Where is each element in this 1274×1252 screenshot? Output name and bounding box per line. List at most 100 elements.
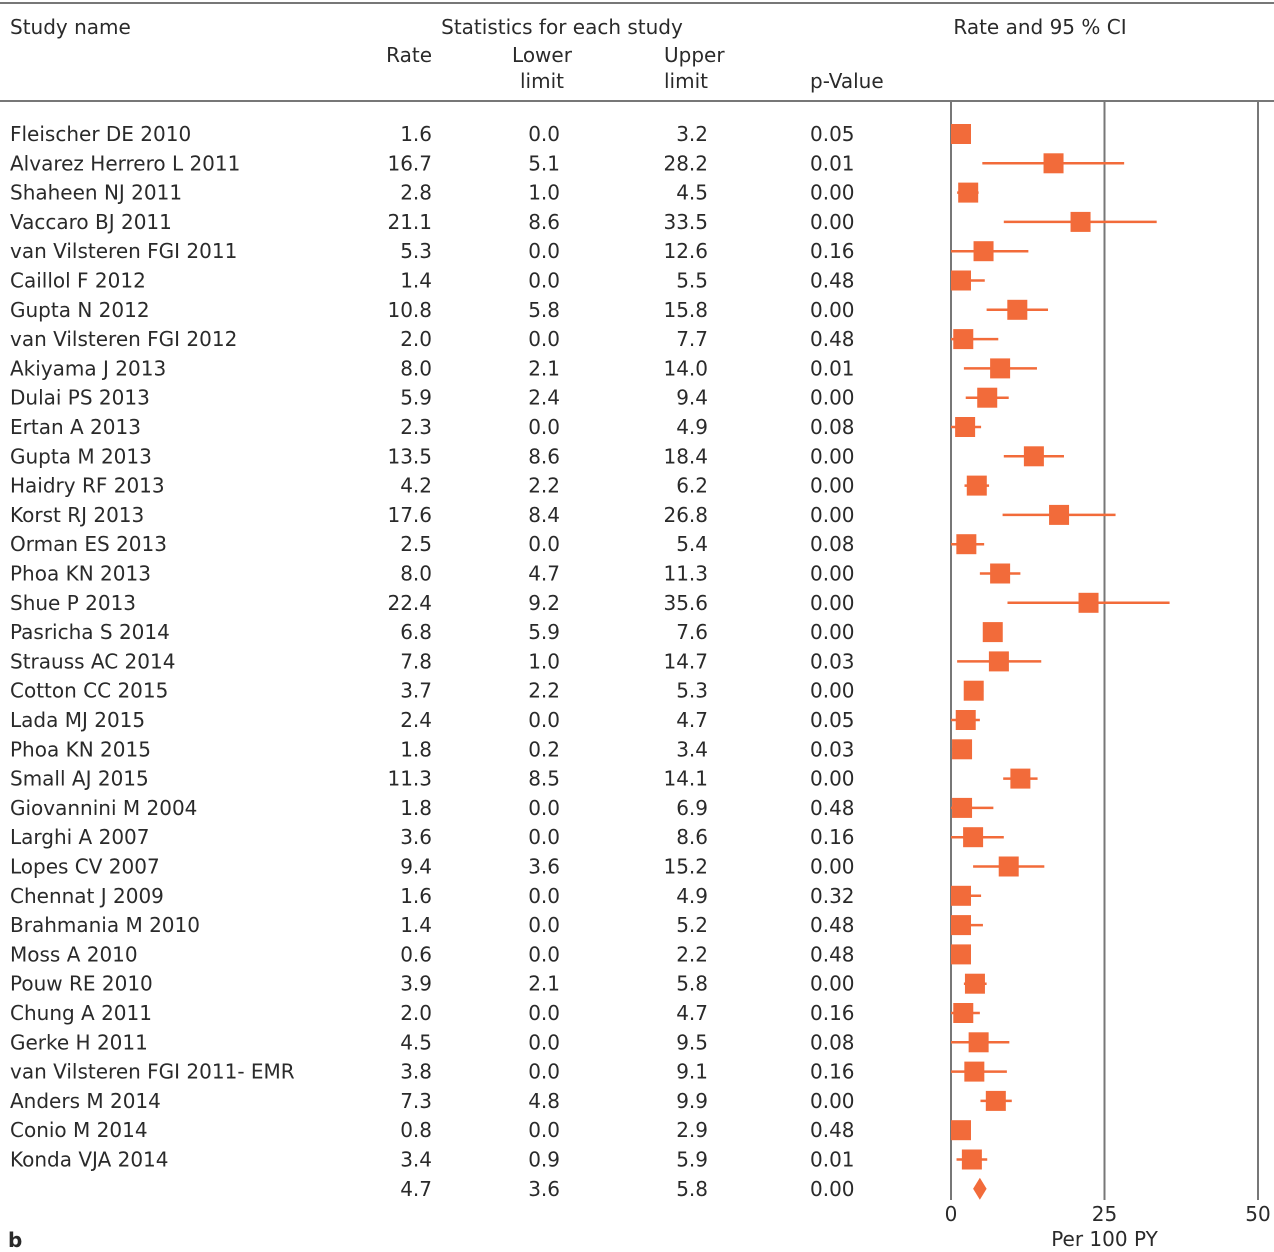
point-estimate-square [953,1003,974,1023]
upper-limit-value: 3.4 [676,737,708,761]
lower-limit-value: 0.0 [528,708,560,732]
p-value: 0.00 [810,298,855,322]
lower-limit-value: 8.6 [528,210,560,234]
study-name: Small AJ 2015 [10,767,149,791]
point-estimate-square [964,1061,985,1082]
lower-limit-value: 4.7 [528,562,560,586]
lower-limit-value: 2.2 [528,679,560,703]
upper-limit-value: 15.2 [663,855,708,879]
upper-limit-value: 3.2 [676,122,708,146]
p-value: 0.03 [810,649,855,673]
lower-limit-value: 2.4 [528,386,560,410]
point-estimate-square [966,475,987,496]
pooled-p-value: 0.00 [810,1177,855,1201]
point-estimate-square [1070,211,1091,232]
p-value: 0.00 [810,474,855,498]
upper-limit-value: 5.8 [676,972,708,996]
study-name: Konda VJA 2014 [10,1148,169,1172]
rate-value: 2.4 [400,708,432,732]
point-estimate-square [982,622,1003,643]
p-value: 0.48 [810,269,855,293]
study-name: Moss A 2010 [10,942,138,966]
p-value: 0.03 [810,737,855,761]
point-estimate-square [1049,504,1070,525]
rate-value: 22.4 [387,591,432,615]
upper-limit-value: 11.3 [663,562,708,586]
header-upper-2: limit [664,69,708,93]
point-estimate-square [951,915,971,936]
p-value: 0.00 [810,210,855,234]
upper-limit-value: 4.7 [676,1001,708,1025]
upper-limit-value: 28.2 [663,151,708,175]
x-tick-label: 0 [945,1202,958,1226]
p-value: 0.48 [810,913,855,937]
pooled-lower-value: 3.6 [528,1177,560,1201]
rate-value: 2.5 [400,532,432,556]
p-value: 0.16 [810,1001,855,1025]
p-value: 0.00 [810,181,855,205]
point-estimate-square [951,270,971,291]
p-value: 0.00 [810,444,855,468]
upper-limit-value: 4.7 [676,708,708,732]
point-estimate-square [951,885,971,906]
upper-limit-value: 5.9 [676,1148,708,1172]
p-value: 0.00 [810,620,855,644]
study-name: van Vilsteren FGI 2011 [10,239,237,263]
p-value: 0.05 [810,122,855,146]
point-estimate-square [951,944,971,965]
lower-limit-value: 9.2 [528,591,560,615]
upper-limit-value: 9.4 [676,386,708,410]
rate-value: 2.0 [400,327,432,351]
lower-limit-value: 0.0 [528,239,560,263]
point-estimate-square [973,241,994,262]
rate-value: 4.5 [400,1030,432,1054]
lower-limit-value: 1.0 [528,181,560,205]
rate-value: 3.7 [400,679,432,703]
p-value: 0.00 [810,767,855,791]
study-name: Orman ES 2013 [10,532,167,556]
rate-value: 9.4 [400,855,432,879]
p-value: 0.00 [810,562,855,586]
point-estimate-square [990,358,1011,379]
point-estimate-square [1078,592,1099,613]
upper-limit-value: 2.9 [676,1118,708,1142]
study-name: Dulai PS 2013 [10,386,150,410]
study-name: Chung A 2011 [10,1001,152,1025]
p-value: 0.05 [810,708,855,732]
rate-value: 10.8 [387,298,432,322]
lower-limit-value: 0.9 [528,1148,560,1172]
lower-limit-value: 8.6 [528,444,560,468]
p-value: 0.00 [810,1089,855,1113]
study-name: van Vilsteren FGI 2012 [10,327,237,351]
p-value: 0.32 [810,884,855,908]
lower-limit-value: 0.0 [528,122,560,146]
rate-value: 2.8 [400,181,432,205]
rate-value: 5.9 [400,386,432,410]
rate-value: 2.3 [400,415,432,439]
upper-limit-value: 14.7 [663,649,708,673]
point-estimate-square [956,534,977,555]
upper-limit-value: 26.8 [663,503,708,527]
p-value: 0.08 [810,415,855,439]
point-estimate-square [953,329,974,350]
point-estimate-square [961,1149,982,1170]
study-name: Gupta N 2012 [10,298,150,322]
p-value: 0.16 [810,239,855,263]
upper-limit-value: 2.2 [676,942,708,966]
upper-limit-value: 9.1 [676,1060,708,1084]
p-value: 0.01 [810,151,855,175]
study-name: Shaheen NJ 2011 [10,181,182,205]
lower-limit-value: 0.0 [528,1001,560,1025]
header-rate: Rate [386,43,432,67]
p-value: 0.48 [810,796,855,820]
point-estimate-square [952,739,973,760]
upper-limit-value: 9.5 [676,1030,708,1054]
study-name: Shue P 2013 [10,591,136,615]
header-study-name: Study name [10,15,131,39]
study-name: Cotton CC 2015 [10,679,168,703]
p-value: 0.48 [810,1118,855,1142]
point-estimate-square [990,563,1011,584]
point-estimate-square [1007,299,1028,320]
lower-limit-value: 3.6 [528,855,560,879]
point-estimate-square [964,973,985,994]
